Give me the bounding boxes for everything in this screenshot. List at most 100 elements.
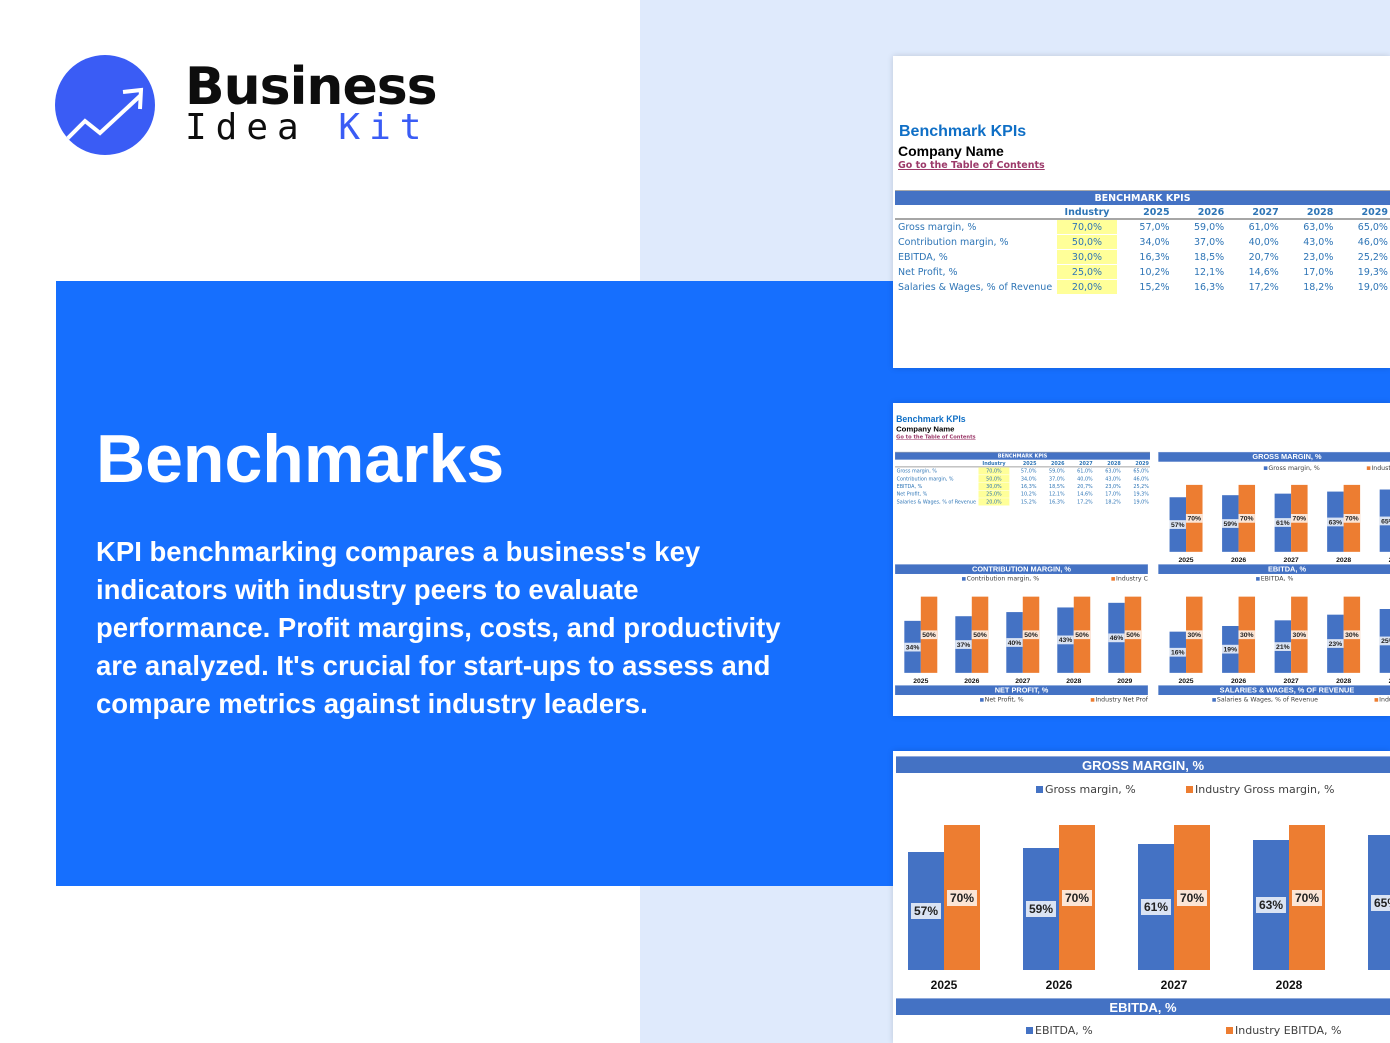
value-cell: 34,0% xyxy=(1020,476,1037,482)
data-label: 23% xyxy=(1327,639,1344,649)
kpi-table: BENCHMARK KPIS Industry 2025 2026 2027 2028 20… xyxy=(895,451,1150,506)
data-label: 46% xyxy=(1108,633,1125,643)
chart-title: SALARIES & WAGES, % OF REVENUE xyxy=(1158,685,1390,695)
data-label: 70% xyxy=(1238,513,1256,523)
column-header: 2026 xyxy=(1050,460,1065,467)
table-row: Net Profit, % 25,0% 10,2% 12,1% 14,6% 17,0% 19… xyxy=(895,265,1390,280)
column-header: 2029 xyxy=(1135,460,1149,467)
legend-item: Gross margin, % xyxy=(1263,464,1320,472)
row-label: Salaries & Wages, % of Revenue xyxy=(898,282,1053,293)
toc-link[interactable]: Go to the Table of Contents xyxy=(896,434,976,441)
legend-item: Industry Net Profit, % xyxy=(1090,696,1148,704)
kpi-table-header: BENCHMARK KPIS xyxy=(895,190,1390,205)
legend-item: EBITDA, % xyxy=(1256,575,1293,582)
company-name: Company Name xyxy=(898,143,1004,159)
value-cell: 10,2% xyxy=(1139,267,1170,278)
data-label: 63% xyxy=(1327,517,1344,527)
table-row: Gross margin, % 70,0% 57,0% 59,0% 61,0% 63,0%… xyxy=(895,220,1390,235)
toc-link[interactable]: Go to the Table of Contents xyxy=(898,160,1045,171)
data-label: 57% xyxy=(910,902,942,919)
data-label: 70% xyxy=(1176,889,1208,906)
value-cell: 65,0% xyxy=(1133,468,1149,475)
value-cell: 40,0% xyxy=(1248,237,1279,248)
legend-swatch xyxy=(1366,466,1371,470)
chart-title: GROSS MARGIN, % xyxy=(896,756,1390,773)
value-cell: 17,2% xyxy=(1077,499,1093,505)
chart-net-profit: NET PROFIT, % Net Profit, % Industry Net P… xyxy=(895,685,1148,716)
data-label: 43% xyxy=(1057,635,1074,645)
value-cell: 16,3% xyxy=(1020,483,1037,490)
value-cell: 18,2% xyxy=(1105,499,1121,505)
legend-item: Industry Gross margin, % xyxy=(1186,783,1334,796)
legend-label: Industry EBITDA, % xyxy=(1235,1024,1342,1037)
legend-label: Salaries & Wages, % of Revenue xyxy=(1216,696,1319,704)
legend-item: Industry Salaries & Wages, % of Revenue xyxy=(1374,696,1390,704)
industry-value-cell: 30,0% xyxy=(1057,250,1117,265)
value-cell: 18,2% xyxy=(1303,282,1334,293)
legend-label: Contribution margin, % xyxy=(966,575,1040,583)
value-cell: 18,5% xyxy=(1194,252,1225,263)
value-cell: 20,7% xyxy=(1077,483,1093,490)
legend-label: Industry Salaries & Wages, % of Revenue xyxy=(1379,696,1390,704)
legend-swatch xyxy=(1256,577,1260,581)
value-cell: 63,0% xyxy=(1105,468,1121,475)
empty-cell xyxy=(895,205,1057,218)
row-label: Contribution margin, % xyxy=(896,476,954,482)
table-row: Net Profit, % 25,0% 10,2% 12,1% 14,6% 17,0% 19… xyxy=(895,490,1150,499)
column-header: 2028 xyxy=(1107,460,1121,467)
legend-swatch xyxy=(1036,786,1043,793)
value-cell: 46,0% xyxy=(1133,476,1149,482)
kpi-table-column-headers: Industry 2025 2026 2027 2028 2029 xyxy=(895,460,1150,468)
value-cell: 19,0% xyxy=(1133,499,1149,505)
x-axis-tick-label: 2029 xyxy=(1389,677,1390,684)
value-cell: 23,0% xyxy=(1105,483,1121,490)
x-axis-tick-label: 2027 xyxy=(1283,555,1299,563)
data-label: 59% xyxy=(1025,900,1057,917)
table-row: Gross margin, % 70,0% 57,0% 59,0% 61,0% 63,0%… xyxy=(895,467,1150,476)
value-cell: 12,1% xyxy=(1194,267,1225,278)
value-cell: 19,3% xyxy=(1133,491,1149,498)
industry-value-cell: 50,0% xyxy=(978,475,1010,483)
legend-label: Industry Net Profit, % xyxy=(1095,696,1148,704)
chart-title: GROSS MARGIN, % xyxy=(1158,451,1390,462)
value-cell: 46,0% xyxy=(1357,237,1388,248)
value-cell: 61,0% xyxy=(1077,468,1093,475)
data-label: 21% xyxy=(1274,642,1292,651)
data-label: 70% xyxy=(1291,889,1323,906)
value-cell: 15,2% xyxy=(1139,282,1170,293)
legend-label: Gross margin, % xyxy=(1268,464,1320,472)
legend-item: Net Profit, % xyxy=(980,696,1024,703)
legend-label: EBITDA, % xyxy=(1035,1024,1093,1037)
x-axis-tick-label: 2026 xyxy=(1231,676,1247,684)
sheet-screenshot-overview: Benchmark KPIs Company Name Go to the Ta… xyxy=(893,403,1390,716)
value-cell: 15,2% xyxy=(1020,499,1037,505)
row-label: Salaries & Wages, % of Revenue xyxy=(896,499,977,505)
data-label: 59% xyxy=(1221,519,1239,528)
data-label: 50% xyxy=(971,630,989,640)
industry-value-cell: 25,0% xyxy=(978,490,1010,499)
legend-label: Gross margin, % xyxy=(1045,783,1136,796)
value-cell: 16,3% xyxy=(1049,499,1065,505)
value-cell: 23,0% xyxy=(1303,252,1334,263)
data-label: 50% xyxy=(1124,630,1142,640)
value-cell: 19,0% xyxy=(1357,282,1388,293)
x-axis-tick-label: 2026 xyxy=(1045,978,1073,992)
x-axis-tick-label: 2028 xyxy=(1336,555,1352,563)
brand-word-idea: Idea xyxy=(185,107,308,148)
legend-item: EBITDA, % xyxy=(1026,1024,1093,1037)
legend-swatch xyxy=(1026,1027,1033,1034)
x-axis-tick-label: 2027 xyxy=(1015,676,1031,684)
column-header: 2029 xyxy=(1361,207,1388,218)
x-axis-tick-label: 2025 xyxy=(1178,555,1194,563)
table-row: Salaries & Wages, % of Revenue 20,0% 15,2%… xyxy=(895,498,1150,506)
data-label: 57% xyxy=(1169,520,1187,529)
data-label: 65% xyxy=(1379,516,1390,526)
value-cell: 61,0% xyxy=(1248,222,1279,233)
value-cell: 59,0% xyxy=(1194,222,1225,233)
chart-ebitda: EBITDA, %EBITDA, %Industry EBITDA, %16%3… xyxy=(1158,564,1390,684)
value-cell: 16,3% xyxy=(1194,282,1225,293)
data-label: 37% xyxy=(955,640,972,650)
column-header: 2028 xyxy=(1306,207,1334,218)
kpi-table: BENCHMARK KPIS Industry 2025 2026 2027 2028 20… xyxy=(895,190,1390,295)
chart-title: EBITDA, % xyxy=(896,998,1390,1015)
